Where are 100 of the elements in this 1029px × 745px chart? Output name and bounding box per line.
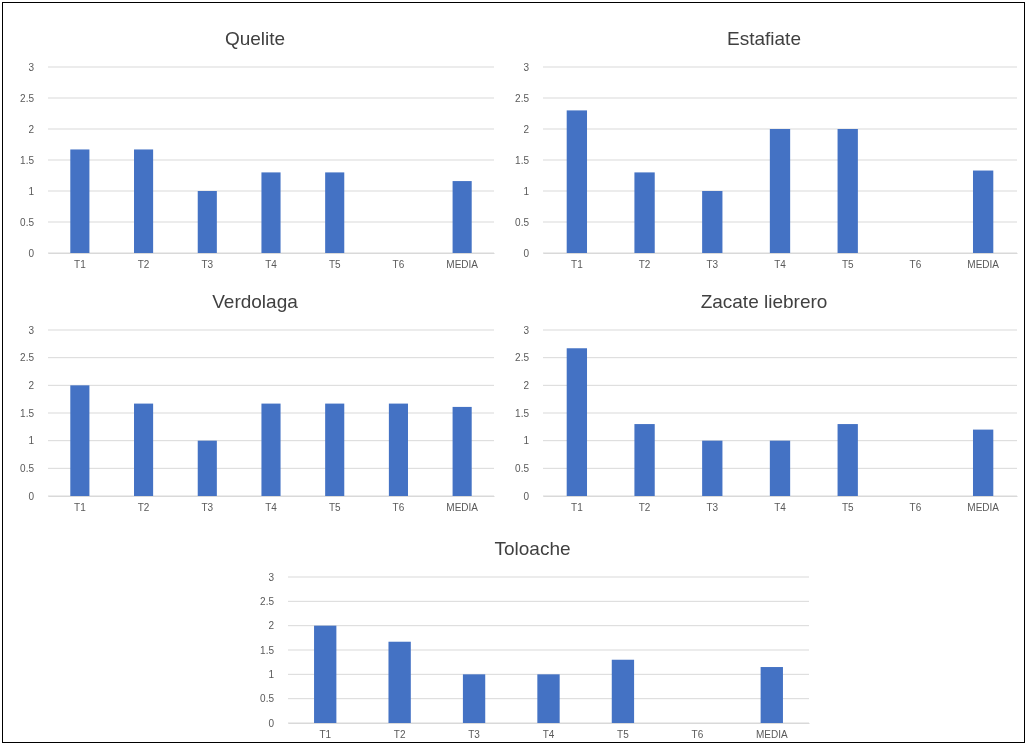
x-tick-label: T1 (571, 259, 584, 271)
x-tick-label: T6 (392, 502, 405, 514)
y-tick-label: 3 (523, 61, 530, 73)
bar (452, 406, 472, 496)
x-tick-label: T4 (265, 502, 278, 514)
y-tick-label: 3 (28, 61, 35, 73)
bar (837, 129, 858, 253)
bar (972, 170, 994, 253)
bar (70, 385, 90, 496)
bar (134, 403, 154, 496)
chart-title: Quelite (224, 28, 286, 49)
y-tick-label: 1 (523, 185, 530, 197)
y-tick-label: 1.5 (20, 407, 35, 419)
x-tick-label: T1 (571, 502, 584, 514)
bar (134, 149, 154, 253)
x-tick-label: T3 (706, 502, 719, 514)
x-tick-label: T3 (706, 259, 719, 271)
x-tick-label: T3 (468, 729, 481, 741)
bar (769, 129, 791, 253)
y-tick-label: 1.5 (260, 644, 275, 656)
bar (566, 110, 588, 253)
bar (70, 149, 90, 253)
bar (325, 403, 345, 496)
x-tick-label: T2 (137, 502, 150, 514)
bar (325, 172, 345, 253)
bar (837, 424, 858, 496)
y-tick-label: 2.5 (515, 352, 530, 364)
bar (314, 625, 337, 723)
x-tick-label: MEDIA (446, 259, 479, 271)
x-tick-label: T4 (774, 259, 787, 271)
x-tick-label: T6 (909, 259, 922, 271)
x-tick-label: T5 (841, 259, 854, 271)
y-tick-label: 2.5 (260, 596, 275, 608)
y-tick-label: 1 (268, 669, 275, 681)
chart-title: Verdolaga (212, 291, 299, 312)
x-tick-label: T6 (392, 259, 405, 271)
bar (261, 403, 281, 496)
bar (769, 440, 791, 496)
x-tick-label: T4 (265, 259, 278, 271)
y-tick-label: 0.5 (260, 693, 275, 705)
x-tick-label: T5 (617, 729, 630, 741)
y-tick-label: 1.5 (515, 407, 530, 419)
x-tick-label: MEDIA (446, 502, 479, 514)
y-tick-label: 1 (28, 185, 35, 197)
x-tick-label: MEDIA (967, 502, 1000, 514)
bar (462, 674, 486, 723)
y-tick-label: 2 (523, 380, 530, 392)
bar (197, 440, 217, 496)
y-tick-label: 1.5 (20, 154, 35, 166)
y-tick-label: 1 (28, 435, 35, 447)
x-tick-label: T5 (328, 502, 341, 514)
x-tick-label: T3 (201, 259, 214, 271)
y-tick-label: 1.5 (515, 154, 530, 166)
x-tick-label: T6 (909, 502, 922, 514)
bar (261, 172, 281, 253)
y-tick-label: 0 (523, 490, 530, 502)
bar (388, 403, 408, 496)
x-tick-label: T4 (774, 502, 787, 514)
y-tick-label: 3 (28, 324, 35, 336)
y-tick-label: 0 (268, 717, 275, 729)
bar (702, 440, 723, 496)
bar (537, 674, 560, 723)
bar (760, 667, 783, 723)
y-tick-label: 0.5 (20, 463, 35, 475)
chart-title: Toloache (494, 538, 571, 559)
y-tick-label: 0.5 (515, 463, 530, 475)
bar (388, 641, 411, 723)
x-tick-label: T6 (691, 729, 704, 741)
x-tick-label: T3 (201, 502, 214, 514)
y-tick-label: 1 (523, 435, 530, 447)
bar (197, 191, 217, 253)
x-tick-label: T4 (542, 729, 555, 741)
bar (634, 172, 655, 253)
y-tick-label: 2.5 (20, 352, 35, 364)
y-tick-label: 0.5 (515, 216, 530, 228)
x-tick-label: T1 (74, 502, 87, 514)
bar (702, 191, 723, 253)
y-tick-label: 2 (523, 123, 530, 135)
x-tick-label: MEDIA (755, 729, 788, 741)
y-tick-label: 2 (28, 123, 35, 135)
y-tick-label: 0 (523, 247, 530, 259)
y-tick-label: 0 (28, 247, 35, 259)
y-tick-label: 2.5 (515, 92, 530, 104)
y-tick-label: 2 (28, 380, 35, 392)
x-tick-label: T5 (841, 502, 854, 514)
bar (972, 429, 994, 496)
x-tick-label: T2 (137, 259, 150, 271)
x-tick-label: T2 (393, 729, 406, 741)
y-tick-label: 3 (268, 571, 275, 583)
x-tick-label: MEDIA (967, 259, 1000, 271)
chart-title: Zacate liebrero (700, 291, 828, 312)
bar (452, 181, 472, 253)
x-tick-label: T5 (328, 259, 341, 271)
y-tick-label: 2 (268, 620, 275, 632)
x-tick-label: T1 (74, 259, 87, 271)
bar (566, 348, 588, 496)
y-tick-label: 2.5 (20, 92, 35, 104)
chart-title: Estafiate (727, 28, 801, 49)
x-tick-label: T1 (319, 729, 332, 741)
y-tick-label: 0 (28, 490, 35, 502)
